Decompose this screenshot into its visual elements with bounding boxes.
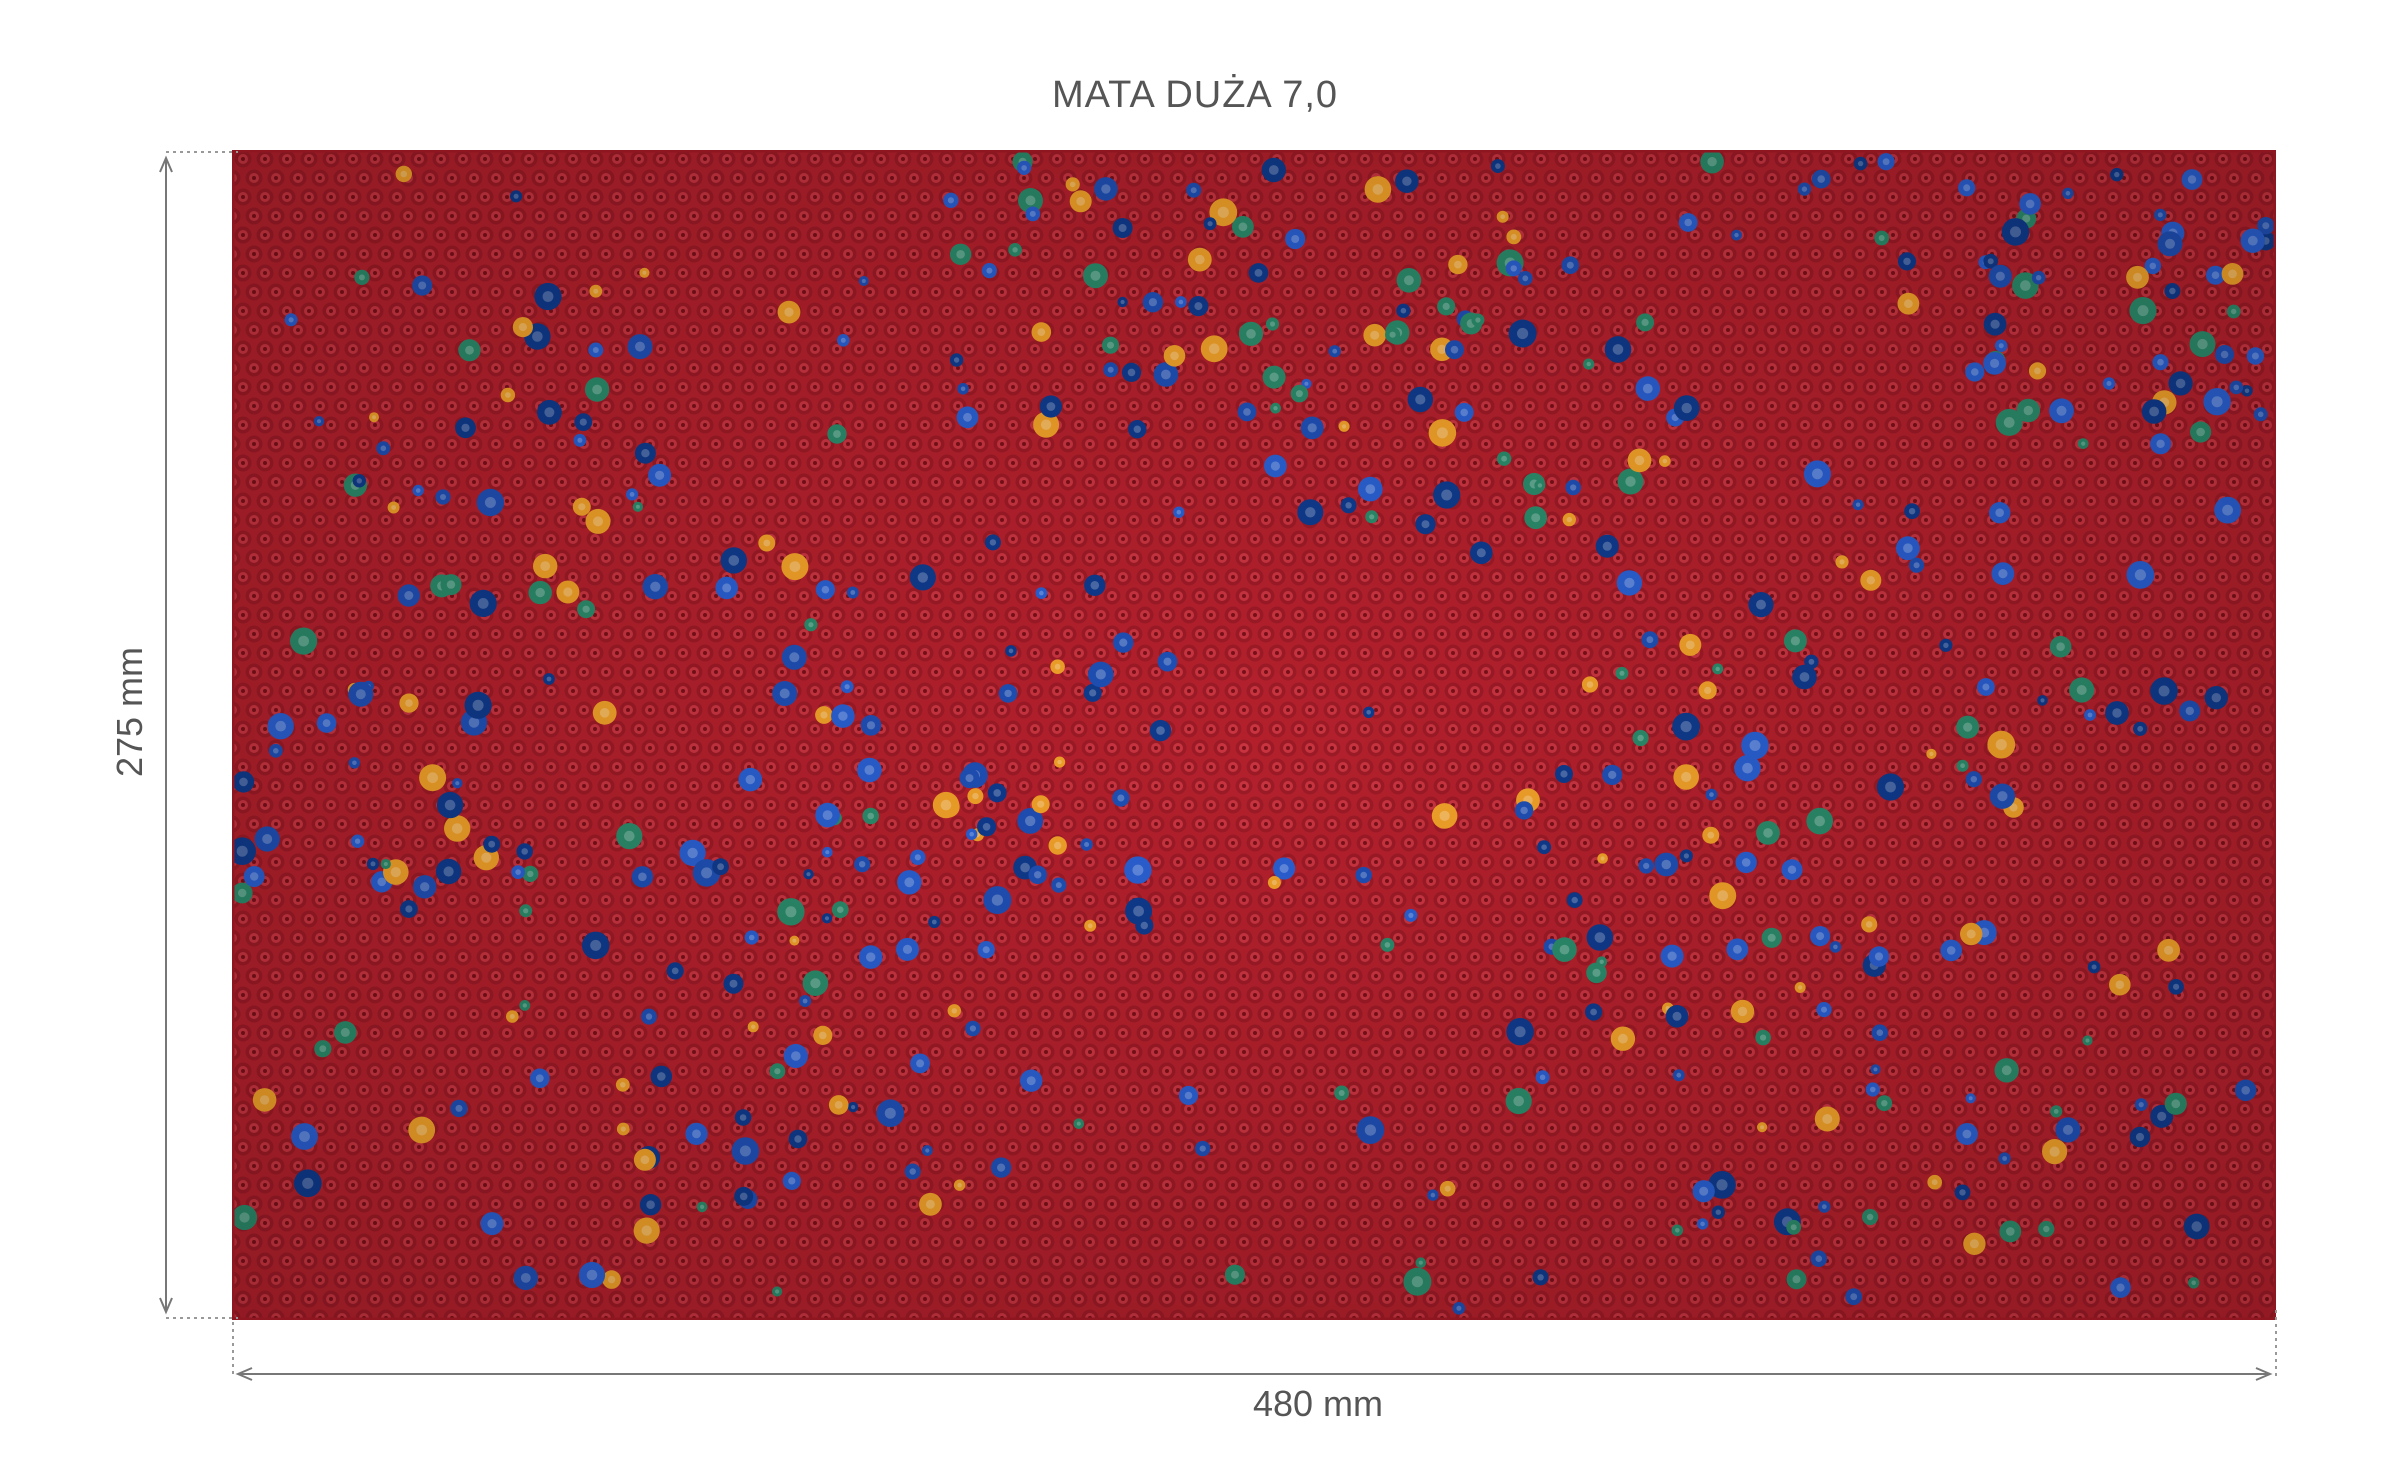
product-title: MATA DUŻA 7,0 (1051, 74, 1339, 116)
height-arrow-bottom (159, 1297, 173, 1315)
mat-shading (232, 150, 2276, 1320)
height-dimension-label: 275 mm (109, 646, 150, 778)
width-arrow-right (2255, 1367, 2273, 1381)
mat-edge (232, 150, 2276, 1320)
mat-svg (232, 150, 2276, 1320)
width-arrow-left (235, 1367, 253, 1381)
height-arrow-top (159, 155, 173, 173)
acupressure-mat-image (232, 150, 2276, 1320)
width-dimension-label: 480 mm (1252, 1383, 1384, 1424)
